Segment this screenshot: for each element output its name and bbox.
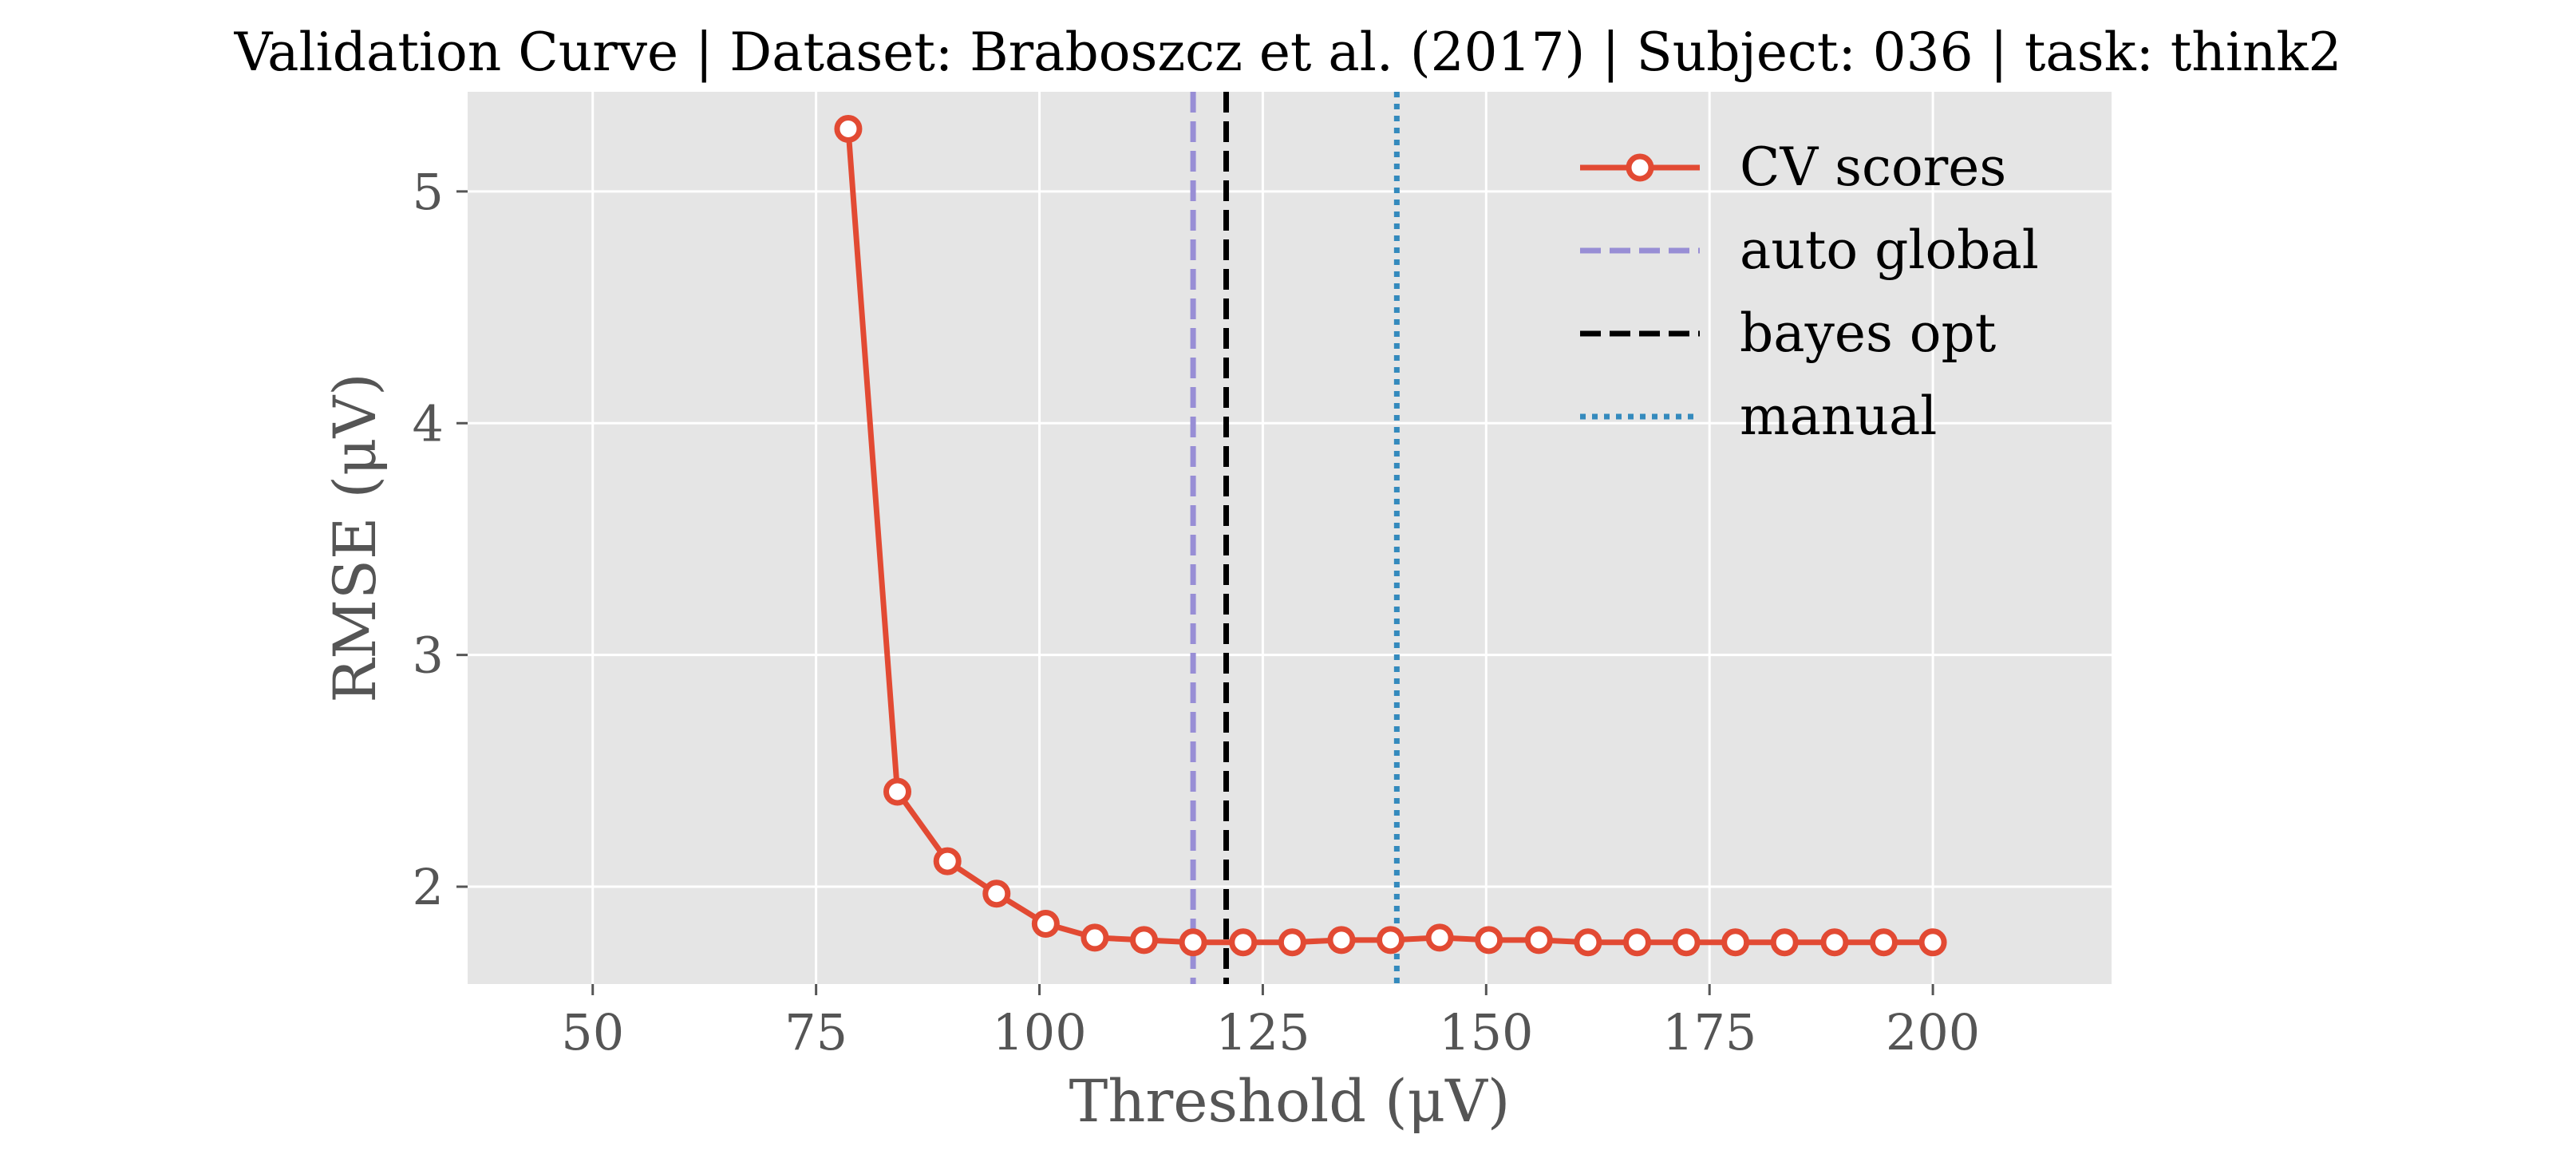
cv-score-point [1081, 923, 1109, 952]
reference-lines [1190, 92, 1400, 984]
cv-score-point [1721, 928, 1750, 957]
legend: CV scores auto global bayes opt manual [1580, 136, 2039, 447]
x-tick-label: 125 [1215, 1003, 1310, 1061]
chart-title: Validation Curve | Dataset: Braboszcz et… [234, 22, 2342, 83]
cv-score-point [1229, 928, 1258, 957]
cv-scores-series [834, 114, 1947, 957]
legend-label-auto-global: auto global [1740, 219, 2039, 281]
x-tick-label: 100 [992, 1003, 1086, 1061]
legend-label-cv-scores: CV scores [1740, 136, 2006, 198]
cv-score-point [1770, 928, 1799, 957]
cv-score-point [834, 114, 863, 143]
legend-label-manual: manual [1740, 385, 1937, 447]
x-axis-ticks: 50 75 100 125 150 175 200 [561, 984, 1980, 1061]
cv-score-point [1425, 923, 1454, 952]
cv-score-point [1475, 926, 1503, 955]
y-tick-label: 4 [413, 394, 444, 453]
grid [468, 92, 2112, 984]
x-tick-label: 50 [561, 1003, 624, 1061]
cv-score-point [1524, 926, 1553, 955]
cv-score-point [1672, 928, 1701, 957]
cv-score-point [1031, 909, 1060, 938]
x-tick-label: 75 [784, 1003, 847, 1061]
y-tick-label: 3 [413, 626, 444, 685]
cv-score-point [1130, 926, 1159, 955]
x-tick-label: 150 [1439, 1003, 1533, 1061]
y-tick-label: 2 [413, 858, 444, 916]
x-axis-label: Threshold (μV) [1069, 1068, 1511, 1136]
cv-score-point [1918, 928, 1947, 957]
cv-score-point [1179, 928, 1207, 957]
y-tick-label: 5 [413, 163, 444, 221]
legend-marker-cv-scores [1626, 153, 1654, 182]
legend-label-bayes-opt: bayes opt [1740, 302, 1996, 364]
cv-score-point [1377, 926, 1405, 955]
cv-score-point [1623, 928, 1652, 957]
plot-area [468, 92, 2112, 984]
x-tick-label: 175 [1662, 1003, 1756, 1061]
y-axis-ticks: 2 3 4 5 [413, 163, 468, 916]
cv-score-point [982, 879, 1011, 908]
x-tick-label: 200 [1886, 1003, 1980, 1061]
cv-score-point [883, 777, 912, 806]
cv-score-point [1574, 928, 1602, 957]
cv-score-point [933, 847, 962, 875]
y-axis-label: RMSE (μV) [322, 373, 389, 702]
cv-score-point [1820, 928, 1849, 957]
cv-score-point [1870, 928, 1898, 957]
cv-score-point [1278, 928, 1306, 957]
cv-score-point [1327, 926, 1356, 955]
